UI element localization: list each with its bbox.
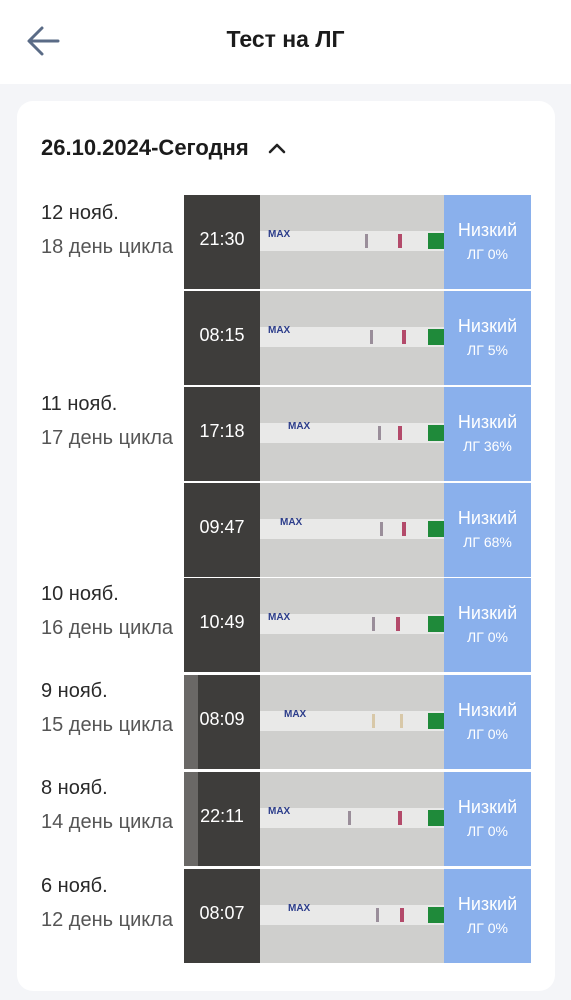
lh-percent: ЛГ 68% [463, 534, 512, 550]
test-time: 08:15 [199, 325, 245, 345]
day-cycle: 12 день цикла [41, 909, 174, 931]
lh-result-badge: Низкий ЛГ 0% [444, 195, 531, 289]
day-label: 6 нояб. 12 день цикла [41, 872, 191, 935]
lh-level: Низкий [457, 316, 518, 336]
test-strip-photo: MAX 08:09 [184, 675, 444, 769]
lh-percent: ЛГ 0% [467, 629, 508, 645]
strip-label: MAX [284, 709, 307, 720]
chevron-up-icon [268, 143, 285, 154]
strip-label: MAX [268, 612, 291, 623]
lh-level: Низкий [457, 412, 518, 432]
lh-result-badge: Низкий ЛГ 36% [444, 387, 531, 481]
lh-result-badge: Низкий ЛГ 68% [444, 483, 531, 577]
lh-percent: ЛГ 36% [463, 438, 512, 454]
lh-level: Низкий [457, 700, 518, 720]
test-strip-photo: MAX 21:30 [184, 195, 444, 289]
day-label: 11 нояб. 17 день цикла [41, 390, 191, 453]
day-date: 12 нояб. [41, 202, 119, 224]
test-time: 10:49 [199, 612, 245, 632]
test-time: 08:09 [199, 709, 245, 729]
lh-result-badge: Низкий ЛГ 0% [444, 578, 531, 672]
test-row[interactable]: MAX 08:09 Низкий ЛГ 0% [184, 675, 531, 769]
day-label: 8 нояб. 14 день цикла [41, 774, 191, 837]
test-strip-photo: MAX 22:11 [184, 772, 444, 866]
lh-level: Низкий [457, 508, 518, 528]
test-row[interactable]: MAX 08:07 Низкий ЛГ 0% [184, 869, 531, 963]
test-row[interactable]: MAX 22:11 Низкий ЛГ 0% [184, 772, 531, 866]
test-time: 21:30 [199, 229, 245, 249]
strip-label: MAX [268, 806, 291, 817]
strip-label: MAX [280, 517, 303, 528]
day-date: 8 нояб. [41, 777, 108, 799]
day-cycle: 14 день цикла [41, 811, 174, 833]
arrow-left-icon [27, 26, 60, 56]
test-row[interactable]: MAX 08:15 Низкий ЛГ 5% [184, 291, 531, 385]
lh-result-badge: Низкий ЛГ 5% [444, 291, 531, 385]
test-row[interactable]: MAX 17:18 Низкий ЛГ 36% [184, 387, 531, 481]
lh-level: Низкий [457, 220, 518, 240]
day-cycle: 17 день цикла [41, 427, 174, 449]
lh-percent: ЛГ 0% [467, 726, 508, 742]
lh-level: Низкий [457, 603, 518, 623]
lh-level: Низкий [457, 797, 518, 817]
day-date: 10 нояб. [41, 583, 119, 605]
test-time: 22:11 [200, 806, 244, 826]
lh-result-badge: Низкий ЛГ 0% [444, 675, 531, 769]
back-button[interactable] [24, 24, 64, 58]
test-strip-photo: MAX 08:15 [184, 291, 444, 385]
day-label: 10 нояб. 16 день цикла [41, 580, 191, 643]
lh-result-badge: Низкий ЛГ 0% [444, 869, 531, 963]
day-date: 11 нояб. [41, 393, 118, 415]
test-strip-photo: MAX 08:07 [184, 869, 444, 963]
test-strip-photo: MAX 10:49 [184, 578, 444, 672]
day-label: 12 нояб. 18 день цикла [41, 199, 191, 262]
day-cycle: 15 день цикла [41, 714, 174, 736]
test-time: 17:18 [199, 421, 245, 441]
day-date: 6 нояб. [41, 875, 108, 897]
strip-label: MAX [288, 903, 311, 914]
top-bar: Тест на ЛГ [0, 0, 571, 84]
history-card: 26.10.2024-Сегодня 12 нояб. 18 день цикл… [17, 101, 555, 991]
strip-label: MAX [288, 421, 311, 432]
lh-result-badge: Низкий ЛГ 0% [444, 772, 531, 866]
day-label: 9 нояб. 15 день цикла [41, 677, 191, 740]
day-cycle: 16 день цикла [41, 617, 174, 639]
date-range-label: 26.10.2024-Сегодня [41, 135, 249, 160]
strip-label: MAX [268, 229, 291, 240]
lh-percent: ЛГ 0% [467, 823, 508, 839]
test-row[interactable]: MAX 09:47 Низкий ЛГ 68% [184, 483, 531, 577]
lh-percent: ЛГ 0% [467, 920, 508, 936]
lh-percent: ЛГ 5% [467, 342, 508, 358]
page-title: Тест на ЛГ [226, 26, 345, 52]
day-date: 9 нояб. [41, 680, 108, 702]
lh-level: Низкий [457, 894, 518, 914]
day-cycle: 18 день цикла [41, 236, 174, 258]
test-strip-photo: MAX 09:47 [184, 483, 444, 577]
test-row[interactable]: MAX 10:49 Низкий ЛГ 0% [184, 578, 531, 672]
test-time: 08:07 [199, 903, 245, 923]
date-range-toggle[interactable]: 26.10.2024-Сегодня [41, 135, 287, 161]
lh-percent: ЛГ 0% [467, 246, 508, 262]
test-strip-photo: MAX 17:18 [184, 387, 444, 481]
test-time: 09:47 [199, 517, 245, 537]
strip-label: MAX [268, 325, 291, 336]
test-row[interactable]: MAX 21:30 Низкий ЛГ 0% [184, 195, 531, 289]
